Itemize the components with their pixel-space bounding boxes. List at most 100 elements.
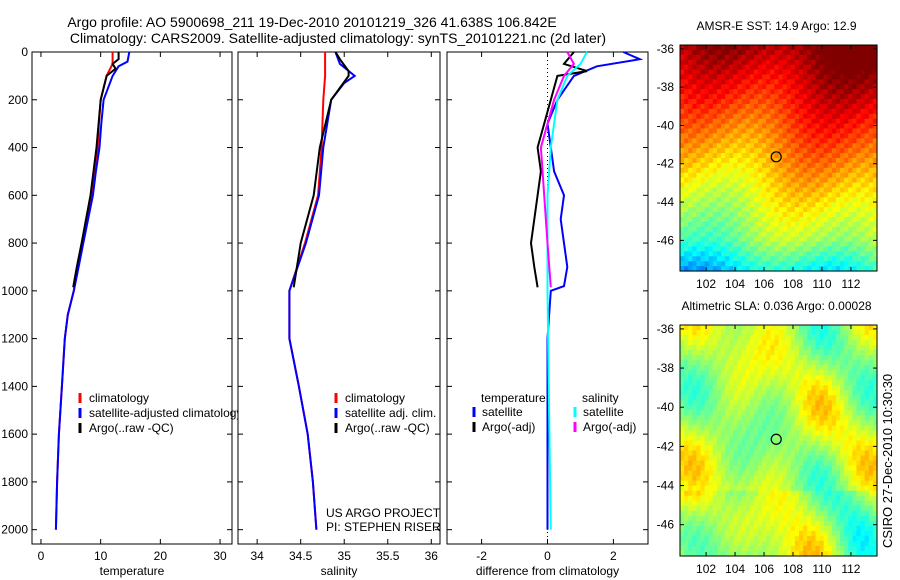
map-cell <box>827 94 833 100</box>
map-cell <box>700 485 706 492</box>
map-cell <box>725 450 730 457</box>
map-cell <box>803 103 808 110</box>
map-cell <box>778 212 784 218</box>
map-cell <box>811 99 817 105</box>
map-cell <box>811 54 817 61</box>
map-cell <box>872 172 878 179</box>
map-cell <box>831 460 837 467</box>
map-cell <box>848 197 853 203</box>
map-cell <box>786 540 792 547</box>
map-cell <box>811 103 817 110</box>
map-cell <box>823 236 829 243</box>
y-tick-label: -44 <box>657 479 675 493</box>
map-cell <box>749 445 755 452</box>
map-cell <box>799 202 804 208</box>
map-cell <box>840 465 845 472</box>
map-cell <box>815 335 821 341</box>
map-cell <box>721 415 726 422</box>
map-cell <box>766 251 771 257</box>
map-cell <box>741 153 747 159</box>
map-cell <box>844 123 849 130</box>
map-cell <box>831 550 837 557</box>
map-cell <box>868 231 874 238</box>
map-cell <box>733 340 739 346</box>
map-cell <box>856 550 862 557</box>
map-cell <box>852 79 858 85</box>
map-cell <box>852 162 858 169</box>
map-cell <box>856 440 862 447</box>
map-cell <box>835 355 841 361</box>
map-cell <box>729 89 734 95</box>
map-cell <box>774 108 780 115</box>
map-cell <box>844 425 849 432</box>
map-cell <box>700 177 706 184</box>
map-cell <box>811 540 817 547</box>
map-cell <box>790 495 796 502</box>
map-cell <box>704 192 710 198</box>
map-cell <box>704 246 710 252</box>
map-cell <box>757 355 763 361</box>
map-cell <box>819 420 825 427</box>
map-cell <box>827 118 833 125</box>
map-cell <box>733 495 739 502</box>
map-cell <box>745 445 751 452</box>
map-cell <box>737 355 743 361</box>
map-cell <box>696 148 702 154</box>
map-cell <box>696 445 702 452</box>
map-cell <box>782 530 788 537</box>
map-cell <box>757 251 763 257</box>
map-cell <box>856 475 862 482</box>
map-cell <box>704 182 710 189</box>
map-cell <box>700 475 706 482</box>
map-cell <box>696 123 702 130</box>
map-cell <box>815 113 821 120</box>
map-cell <box>848 345 853 351</box>
map-cell <box>753 212 759 218</box>
map-cell <box>860 207 866 213</box>
map-cell <box>733 350 739 356</box>
map-cell <box>852 515 858 522</box>
map-cell <box>729 420 734 427</box>
map-cell <box>766 355 771 361</box>
map-cell <box>753 162 759 169</box>
map-cell <box>712 202 718 208</box>
map-cell <box>844 236 849 243</box>
map-cell <box>803 485 808 492</box>
map-cell <box>835 370 841 376</box>
map-cell <box>831 241 837 248</box>
map-cell <box>688 167 693 174</box>
map-cell <box>733 485 739 492</box>
map-cell <box>716 325 722 331</box>
map-cell <box>786 400 792 406</box>
map-cell <box>762 350 767 356</box>
map-cell <box>692 370 698 376</box>
title-line-1: Argo profile: AO 5900698_211 19-Dec-2010… <box>67 14 556 30</box>
map-cell <box>708 167 714 174</box>
map-cell <box>815 59 821 66</box>
map-cell <box>753 340 759 346</box>
map-cell <box>872 241 878 248</box>
map-cell <box>848 138 853 144</box>
map-cell <box>749 335 755 341</box>
map-cell <box>835 330 841 336</box>
map-cell <box>766 182 771 189</box>
map-cell <box>762 465 767 472</box>
map-cell <box>753 510 759 517</box>
map-cell <box>803 515 808 522</box>
map-cell <box>725 325 730 331</box>
map-cell <box>712 197 718 203</box>
map-cell <box>741 400 747 406</box>
map-cell <box>790 231 796 238</box>
map-cell <box>778 256 784 262</box>
map-cell <box>696 485 702 492</box>
map-cell <box>762 535 767 542</box>
map-cell <box>708 420 714 427</box>
map-cell <box>840 410 845 416</box>
map-cell <box>790 207 796 213</box>
map-cell <box>794 360 800 366</box>
map-cell <box>753 246 759 252</box>
map-cell <box>852 99 858 105</box>
map-cell <box>778 370 784 376</box>
map-cell <box>790 475 796 482</box>
map-cell <box>766 450 771 457</box>
